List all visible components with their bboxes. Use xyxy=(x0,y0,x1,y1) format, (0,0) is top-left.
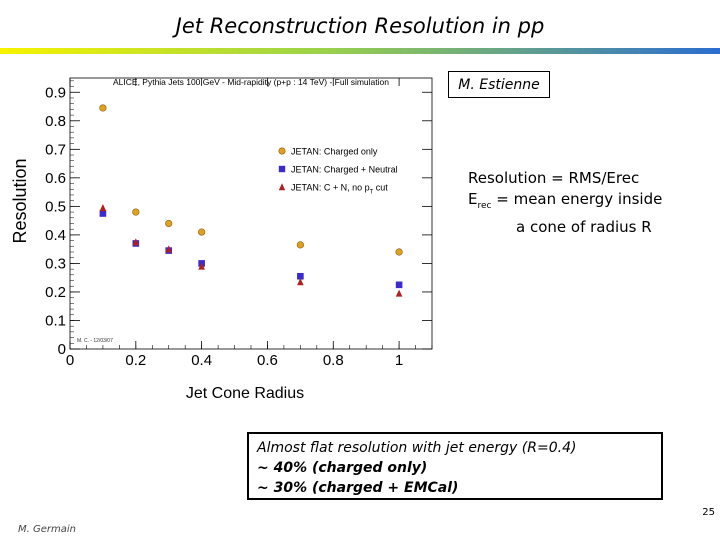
footer-author: M. Germain xyxy=(18,524,76,535)
charged-neutral-legend-marker xyxy=(278,165,286,173)
cn-no-pt-cut-point xyxy=(395,289,403,297)
charged-only-legend-label: JETAN: Charged only xyxy=(291,147,378,157)
y-tick-label: 0 xyxy=(58,341,66,358)
y-tick-label: 0.7 xyxy=(45,141,66,158)
charged-only-legend-marker xyxy=(278,147,286,155)
resolution-chart: JETAN: Charged only JETAN: Charged + Neut… xyxy=(10,77,433,402)
note-line-2-subscript: rec xyxy=(477,201,492,211)
x-tick-label: 0 xyxy=(66,352,74,369)
charged-neutral-point xyxy=(99,210,107,217)
summary-line-1: Almost flat resolution with jet energy (… xyxy=(257,440,577,456)
plot-frame xyxy=(69,77,433,350)
title-underline-bar xyxy=(0,48,720,54)
charged-only-point xyxy=(296,241,304,249)
cn-no-pt-cut-point xyxy=(297,278,304,286)
note-line-2: Erec = mean energy inside xyxy=(468,189,718,217)
charged-only-point xyxy=(99,104,107,112)
charged-only-point xyxy=(132,208,140,216)
cn-no-pt-cut-point xyxy=(132,238,140,246)
note-line-3: a cone of radius R xyxy=(516,218,652,236)
note-line-2-prefix: E xyxy=(468,190,478,208)
chart-title: ALICE, Pythia Jets 100 GeV - Mid-rapidit… xyxy=(113,77,389,87)
charged-only-point xyxy=(165,219,173,228)
x-tick-label: 0.2 xyxy=(125,352,146,369)
y-tick-label: 0.2 xyxy=(45,284,66,301)
cn-no-pt-cut-legend-marker xyxy=(278,183,286,191)
slide-title: Jet Reconstruction Resolution in pp xyxy=(175,14,545,38)
x-tick-label: 0.8 xyxy=(323,352,344,369)
y-tick-label: 0.9 xyxy=(45,84,66,101)
summary-line-2: ~ 40% (charged only) xyxy=(257,460,428,476)
note-line-1: Resolution = RMS/Erec xyxy=(468,169,640,187)
y-tick-label: 0.6 xyxy=(45,170,66,187)
charged-neutral-point xyxy=(395,281,403,289)
note-line-2-suffix: = mean energy inside xyxy=(491,190,663,208)
author-box: M. Estienne xyxy=(448,71,550,98)
summary-box: Almost flat resolution with jet energy (… xyxy=(247,432,663,500)
y-tick-label: 0.3 xyxy=(45,255,66,272)
page-number: 25 xyxy=(702,507,715,518)
y-tick-label: 0.4 xyxy=(45,227,66,244)
charged-only-point xyxy=(198,228,206,236)
cn-no-pt-cut-legend-label: JETAN: C + N, no pT cut xyxy=(291,183,388,196)
resolution-definition-note: Resolution = RMS/Erec Erec = mean energy… xyxy=(468,168,718,238)
charged-neutral-point xyxy=(297,272,304,280)
x-tick-label: 0.4 xyxy=(191,352,212,369)
y-tick-label: 0.8 xyxy=(45,113,66,130)
cn-no-pt-cut-point xyxy=(165,245,173,253)
y-tick-label: 0.5 xyxy=(45,198,66,215)
chart-stamp: M. C. - 12/03/07 xyxy=(77,338,113,344)
y-tick-label: 0.1 xyxy=(45,312,66,329)
cn-no-pt-cut-point xyxy=(198,262,205,270)
x-axis-label: Jet Cone Radius xyxy=(186,385,304,402)
x-tick-label: 0.6 xyxy=(257,352,278,369)
summary-line-3: ~ 30% (charged + EMCal) xyxy=(257,480,459,496)
x-tick-label: 1 xyxy=(395,352,403,369)
charged-only-point xyxy=(395,248,403,256)
y-axis-label: Resolution xyxy=(10,158,30,243)
cn-no-pt-cut-point xyxy=(99,203,107,212)
charged-neutral-legend-label: JETAN: Charged + Neutral xyxy=(291,165,398,175)
